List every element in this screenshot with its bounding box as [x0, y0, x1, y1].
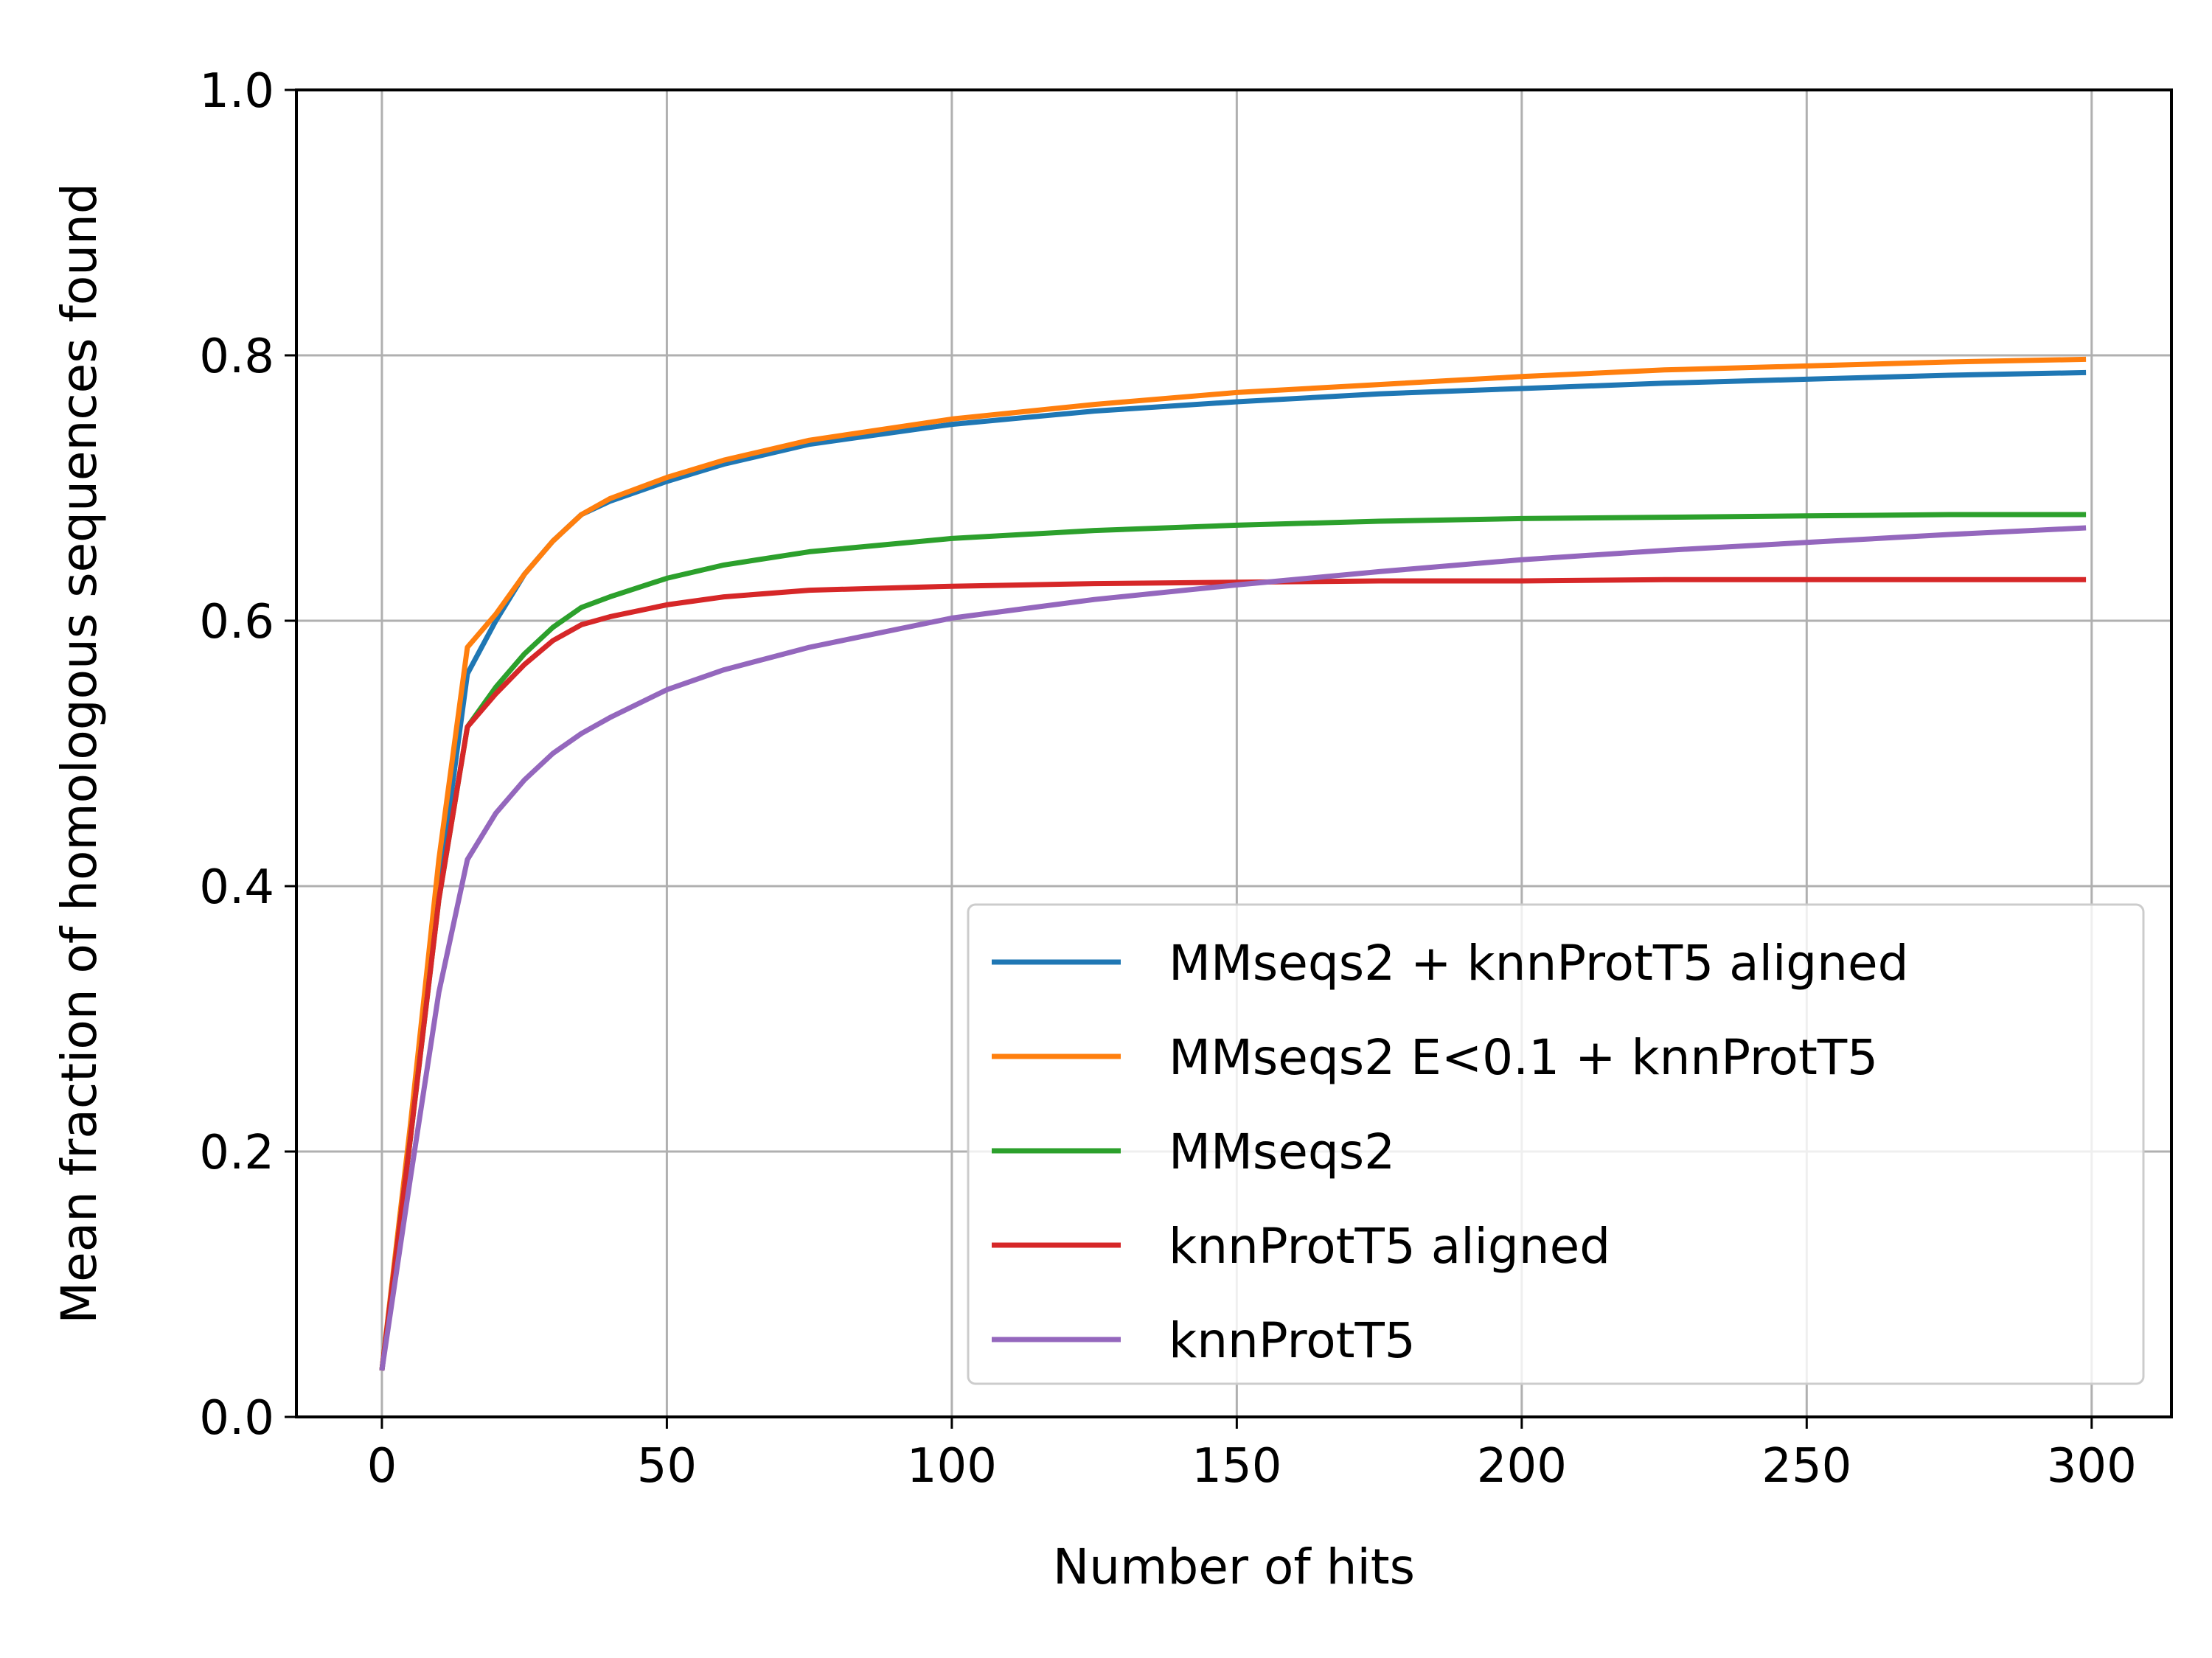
series-line-4: [379, 577, 2087, 1371]
y-tick-label: 1.0: [199, 64, 274, 119]
legend-label: MMseqs2 + knnProtT5 aligned: [1169, 935, 1909, 992]
x-tick-label: 200: [1477, 1439, 1567, 1494]
series-line-1: [379, 369, 2087, 1371]
x-tick-label: 250: [1761, 1439, 1851, 1494]
y-tick-label: 0.0: [199, 1391, 274, 1446]
legend-label: MMseqs2: [1169, 1124, 1395, 1180]
x-tick-label: 100: [907, 1439, 997, 1494]
x-tick-label: 300: [2047, 1439, 2137, 1494]
x-tick-label: 150: [1192, 1439, 1281, 1494]
y-axis-label: Mean fraction of homologous sequences fo…: [51, 183, 108, 1324]
y-tick-label: 0.8: [199, 330, 274, 384]
legend-label: knnProtT5: [1169, 1312, 1416, 1369]
x-tick-label: 0: [367, 1439, 397, 1494]
legend-box: [967, 903, 2145, 1385]
y-tick-label: 0.2: [199, 1126, 274, 1180]
series-line-2: [379, 356, 2087, 1371]
legend-label: knnProtT5 aligned: [1169, 1218, 1610, 1275]
series-line-5: [379, 525, 2087, 1371]
axis-ticks: 0 50 100 150 200 250 300 0.0 0.2 0.4 0.6 0.8 1.0: [199, 64, 2137, 1494]
legend: MMseqs2 + knnProtT5 aligned MMseqs2 E<0.1…: [967, 903, 2145, 1385]
y-tick-label: 0.4: [199, 860, 274, 915]
series-lines: [379, 356, 2087, 1371]
y-tick-label: 0.6: [199, 595, 274, 649]
x-axis-label: Number of hits: [1053, 1539, 1415, 1595]
x-tick-label: 50: [637, 1439, 697, 1494]
legend-label: MMseqs2 E<0.1 + knnProtT5: [1169, 1029, 1878, 1086]
plot-frame: [295, 88, 2173, 1418]
